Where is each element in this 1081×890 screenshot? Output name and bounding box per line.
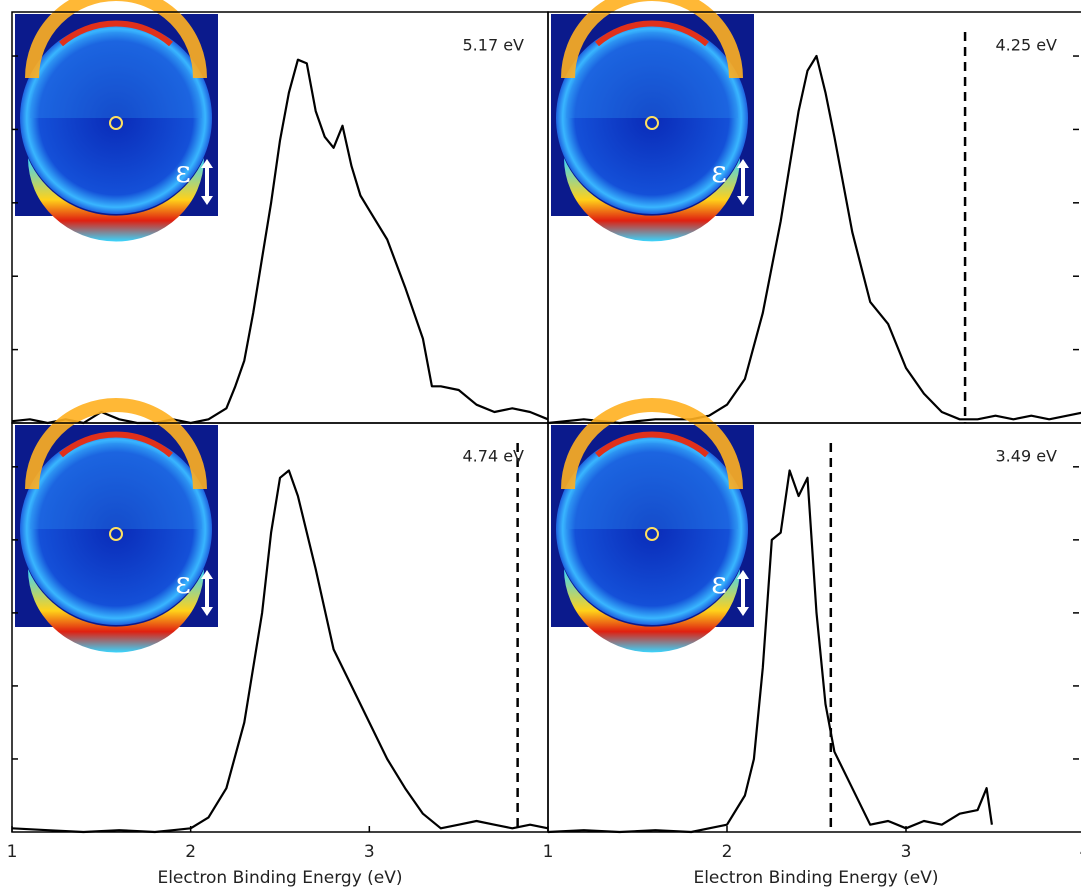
inset-label: ε (175, 155, 191, 190)
inset-upper-noise (30, 32, 202, 118)
inset-bottom-band (564, 158, 740, 242)
plot-frame (547, 422, 1081, 833)
x-axis-title: Electron Binding Energy (eV) (157, 868, 402, 888)
inset-label: ε (711, 155, 727, 190)
inset-center (109, 527, 123, 541)
inset-top-arc (561, 398, 743, 490)
spectrum-line (11, 58, 549, 425)
inset-label: ε (175, 566, 191, 601)
x-tick-label: 3 (901, 842, 912, 862)
inset-label: ε (711, 566, 727, 601)
inset-top-arc-core (595, 431, 709, 458)
energy-annotation: 5.17 eV (463, 36, 525, 55)
inset-top-arc-core (59, 20, 173, 47)
spectrum-line (547, 469, 993, 834)
panel: ε 1 2 3 Electron Binding Energy (eV) 4.74 eV (7, 398, 549, 888)
x-tick-label: 3 (364, 842, 375, 862)
inset-top-arc-core (59, 431, 173, 458)
polarization-arrow (737, 570, 749, 616)
x-tick-label: 2 (722, 842, 733, 862)
panel: ε 5.17 eV (11, 0, 549, 425)
x-tick-label: 1 (7, 842, 18, 862)
panel: ε 4.25 eV (547, 0, 1081, 425)
inset-top-arc (25, 0, 207, 79)
x-axis-title: Electron Binding Energy (eV) (693, 868, 938, 888)
polarization-arrow (737, 159, 749, 205)
x-tick-label: 1 (543, 842, 554, 862)
inset-top-arc (25, 398, 207, 490)
inset-center (645, 527, 659, 541)
inset-center (109, 116, 123, 130)
polarization-arrow (201, 159, 213, 205)
inset-bottom-band (28, 158, 204, 242)
panel: ε 1 2 3 4 Electron Binding Energy (eV) 3.49 eV (543, 398, 1081, 888)
energy-annotation: 4.25 eV (996, 36, 1058, 55)
inset-center (645, 116, 659, 130)
inset-top-arc-core (595, 20, 709, 47)
energy-annotation: 3.49 eV (996, 447, 1058, 466)
energy-annotation: 4.74 eV (463, 447, 525, 466)
x-tick-label: 4 (1080, 842, 1081, 862)
polarization-arrow (201, 570, 213, 616)
inset-upper-noise (566, 443, 738, 529)
inset-upper-noise (30, 443, 202, 529)
inset-bottom-band (564, 569, 740, 653)
x-tick-label: 2 (185, 842, 196, 862)
inset-top-arc (561, 0, 743, 79)
inset-upper-noise (566, 32, 738, 118)
spectrum-line (11, 469, 549, 834)
inset-bottom-band (28, 569, 204, 653)
